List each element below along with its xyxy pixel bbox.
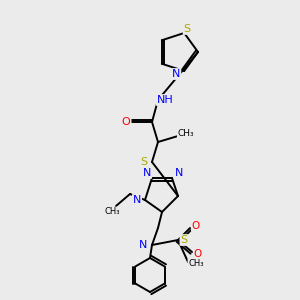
Text: CH₃: CH₃ <box>104 208 120 217</box>
Text: N: N <box>172 69 180 79</box>
Text: N: N <box>133 195 141 205</box>
Text: CH₃: CH₃ <box>188 260 204 268</box>
Text: O: O <box>192 221 200 231</box>
Text: NH: NH <box>157 95 173 105</box>
Text: S: S <box>180 235 188 245</box>
Text: O: O <box>122 117 130 127</box>
Text: N: N <box>143 168 151 178</box>
Text: CH₃: CH₃ <box>178 130 194 139</box>
Text: N: N <box>139 240 147 250</box>
Text: N: N <box>175 168 183 178</box>
Text: S: S <box>184 24 191 34</box>
Text: O: O <box>194 249 202 259</box>
Text: S: S <box>140 157 148 167</box>
